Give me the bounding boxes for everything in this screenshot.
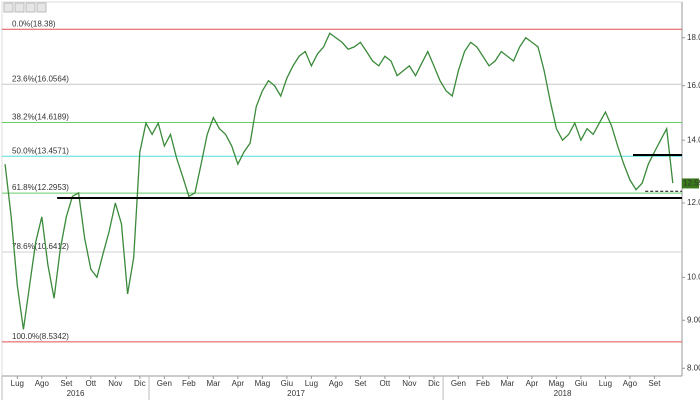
tool-button[interactable] xyxy=(36,2,47,13)
x-tick-label: Feb xyxy=(476,379,490,388)
x-group-label: 2018 xyxy=(554,389,572,398)
x-group-label: 2017 xyxy=(287,389,305,398)
x-tick-label: Dic xyxy=(134,379,146,388)
x-tick-label: Lug xyxy=(599,379,612,388)
last-price-label: 12.59 xyxy=(683,179,700,188)
x-tick-label: Mar xyxy=(206,379,220,388)
x-tick-label: Ott xyxy=(85,379,96,388)
y-tick-label: 12.00 xyxy=(687,198,700,207)
tool-button[interactable] xyxy=(25,2,36,13)
x-tick-label: Nov xyxy=(108,379,122,388)
x-tick-label: Giu xyxy=(575,379,587,388)
x-tick-label: Lug xyxy=(11,379,24,388)
x-tick-label: Lug xyxy=(305,379,318,388)
fib-label: 38.2%(14.6189) xyxy=(12,113,69,122)
x-tick-label: Apr xyxy=(526,379,539,388)
tool-button[interactable] xyxy=(14,2,25,13)
x-tick-label: Nov xyxy=(402,379,416,388)
toolbar xyxy=(3,2,47,13)
x-tick-label: Gen xyxy=(157,379,172,388)
y-tick-label: 9.00 xyxy=(687,315,700,324)
fib-label: 23.6%(16.0564) xyxy=(12,74,69,83)
tool-button[interactable] xyxy=(3,2,14,13)
x-tick-label: Gen xyxy=(451,379,466,388)
y-tick-label: 8.00 xyxy=(687,363,700,372)
x-tick-label: Set xyxy=(648,379,661,388)
x-tick-label: Set xyxy=(354,379,367,388)
x-group-label: 2016 xyxy=(67,389,85,398)
last-price-tag xyxy=(682,178,699,189)
fib-label: 100.0%(8.5342) xyxy=(12,332,69,341)
y-tick-label: 14.00 xyxy=(687,135,700,144)
x-tick-label: Apr xyxy=(232,379,245,388)
fib-label: 78.6%(10.6412) xyxy=(12,242,69,251)
x-tick-label: Dic xyxy=(428,379,440,388)
x-tick-label: Ago xyxy=(329,379,344,388)
x-tick-label: Ott xyxy=(380,379,391,388)
x-tick-label: Feb xyxy=(182,379,196,388)
x-tick-label: Set xyxy=(60,379,73,388)
y-tick-label: 10.00 xyxy=(687,272,700,281)
x-tick-label: Ago xyxy=(623,379,638,388)
x-tick-label: Ago xyxy=(35,379,50,388)
fib-label: 0.0%(18.38) xyxy=(12,19,56,28)
x-tick-label: Mag xyxy=(255,379,271,388)
x-tick-label: Giu xyxy=(281,379,293,388)
price-line xyxy=(4,32,674,330)
y-tick-label: 16.00 xyxy=(687,81,700,90)
fib-label: 50.0%(13.4571) xyxy=(12,146,69,155)
x-tick-label: Mag xyxy=(549,379,565,388)
y-tick-label: 18.00 xyxy=(687,33,700,42)
fib-label: 61.8%(12.2953) xyxy=(12,183,69,192)
x-tick-label: Mar xyxy=(501,379,515,388)
